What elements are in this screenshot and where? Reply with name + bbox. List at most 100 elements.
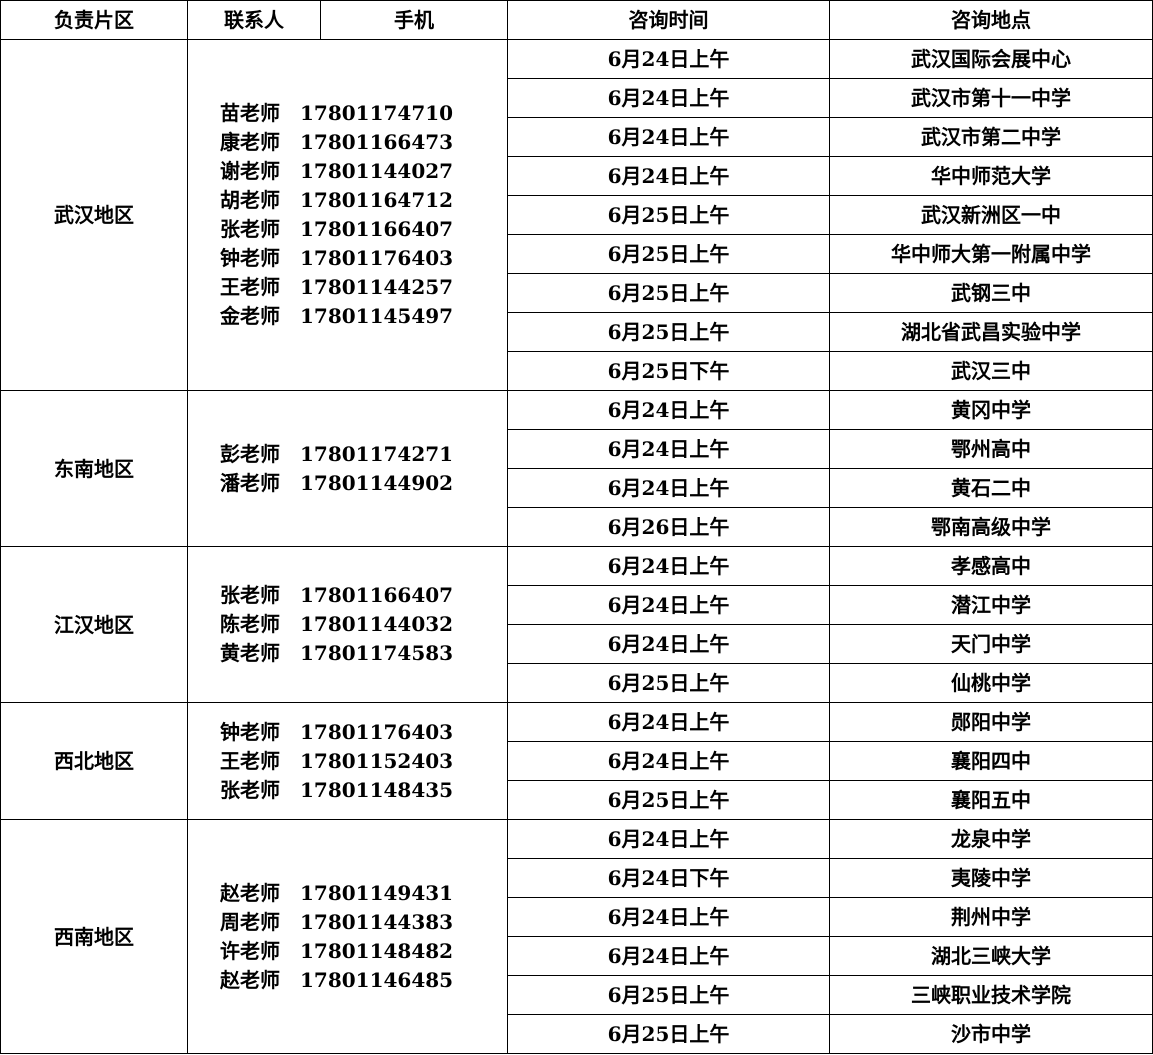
header-row: 负责片区 联系人 手机 咨询时间 咨询地点 — [0, 0, 1153, 40]
table-row: 西南地区 赵老师 17801149431 周老师 17801144383 许老师 17801… — [0, 819, 1153, 1054]
session-place: 夷陵中学 — [829, 858, 1153, 898]
contact-phone: 17801176403 — [300, 719, 454, 744]
table-row: 6月25日上午 武钢三中 — [1, 273, 1153, 313]
contact-name: 王老师 — [220, 275, 280, 299]
session-time: 6月25日上午 — [507, 312, 830, 352]
table-row: 武汉地区 苗老师 17801174710 康老师 17801166473 谢老师 17801… — [0, 39, 1153, 391]
session-time: 6月25日上午 — [507, 663, 830, 703]
table-row: 6月24日上午 天门中学 — [1, 624, 1153, 664]
contact-phone: 17801149431 — [300, 880, 454, 905]
table-body: 武汉地区 苗老师 17801174710 康老师 17801166473 谢老师 17801… — [0, 39, 1153, 1054]
table-row: 6月25日上午 仙桃中学 — [1, 663, 1153, 703]
contact-phone: 17801144032 — [300, 612, 454, 636]
session-place: 三峡职业技术学院 — [829, 975, 1153, 1015]
session-time: 6月26日上午 — [507, 507, 830, 547]
session-time: 6月24日上午 — [507, 117, 830, 157]
session-time: 6月25日下午 — [507, 351, 830, 391]
contact-line: 赵老师 17801149431 — [188, 879, 507, 908]
session-time: 6月24日上午 — [507, 390, 830, 430]
session-time: 6月24日上午 — [507, 819, 830, 859]
table-row: 6月25日上午 湖北省武昌实验中学 — [1, 312, 1153, 352]
session-time: 6月24日上午 — [507, 741, 830, 781]
contact-name: 周老师 — [220, 909, 280, 934]
contact-line: 赵老师 17801146485 — [188, 966, 507, 995]
contact-phone: 17801174271 — [300, 441, 454, 466]
contacts-cell: 钟老师 17801176403 王老师 17801152403 张老师 178011484… — [187, 702, 508, 820]
contact-line: 张老师 17801166407 — [188, 215, 507, 244]
contact-name: 康老师 — [220, 130, 280, 154]
session-place: 襄阳四中 — [829, 741, 1153, 781]
contact-name: 钟老师 — [220, 719, 280, 744]
session-time: 6月24日上午 — [507, 702, 830, 742]
contact-name: 赵老师 — [220, 880, 280, 905]
contact-name: 潘老师 — [220, 470, 280, 495]
table-row: 6月24日上午 鄂州高中 — [1, 429, 1153, 469]
table-row: 西北地区 钟老师 17801176403 王老师 17801152403 张老师 17801… — [0, 702, 1153, 820]
header-contact: 联系人 — [187, 0, 321, 40]
session-place: 武汉国际会展中心 — [829, 39, 1153, 79]
table-row: 6月24日上午 潜江中学 — [1, 585, 1153, 625]
header-phone: 手机 — [320, 0, 508, 40]
contact-phone: 17801166473 — [300, 130, 454, 154]
session-time: 6月25日上午 — [507, 195, 830, 235]
contact-name: 许老师 — [220, 938, 280, 963]
header-time: 咨询时间 — [507, 0, 830, 40]
contact-phone: 17801144027 — [300, 159, 454, 183]
contact-phone: 17801152403 — [300, 748, 454, 773]
contact-line: 周老师 17801144383 — [188, 908, 507, 937]
contact-name: 赵老师 — [220, 967, 280, 992]
region-cell: 西北地区 — [0, 702, 188, 820]
contact-name: 张老师 — [220, 583, 280, 607]
contact-phone: 17801145497 — [300, 304, 454, 328]
session-place: 仙桃中学 — [829, 663, 1153, 703]
session-place: 黄冈中学 — [829, 390, 1153, 430]
contact-line: 苗老师 17801174710 — [188, 99, 507, 128]
contact-phone: 17801148482 — [300, 938, 454, 963]
region-cell: 东南地区 — [0, 390, 188, 547]
region-cell: 武汉地区 — [0, 39, 188, 391]
contacts-cell: 苗老师 17801174710 康老师 17801166473 谢老师 178011440… — [187, 39, 508, 391]
contact-line: 张老师 17801148435 — [188, 776, 507, 805]
session-time: 6月24日上午 — [507, 78, 830, 118]
contact-phone: 17801144383 — [300, 909, 454, 934]
contact-line: 康老师 17801166473 — [188, 128, 507, 157]
header-region: 负责片区 — [0, 0, 188, 40]
contact-name: 金老师 — [220, 304, 280, 328]
contact-name: 苗老师 — [220, 101, 280, 125]
table-row: 6月24日上午 荆州中学 — [1, 897, 1153, 937]
session-place: 武汉三中 — [829, 351, 1153, 391]
table-row: 6月25日上午 华中师大第一附属中学 — [1, 234, 1153, 274]
contact-line: 胡老师 17801164712 — [188, 186, 507, 215]
contact-line: 潘老师 17801144902 — [188, 469, 507, 498]
contacts-cell: 彭老师 17801174271 潘老师 17801144902 — [187, 390, 508, 547]
session-time: 6月25日上午 — [507, 780, 830, 820]
session-time: 6月24日上午 — [507, 585, 830, 625]
contacts-cell: 张老师 17801166407 陈老师 17801144032 黄老师 178011745… — [187, 546, 508, 703]
table-row: 6月25日上午 三峡职业技术学院 — [1, 975, 1153, 1015]
contact-phone: 17801176403 — [300, 246, 454, 270]
session-place: 孝感高中 — [829, 546, 1153, 586]
table-row: 东南地区 彭老师 17801174271 潘老师 17801144902 6月24日上午黄… — [0, 390, 1153, 547]
contact-name: 彭老师 — [220, 441, 280, 466]
session-place: 鄂南高级中学 — [829, 507, 1153, 547]
contact-line: 许老师 17801148482 — [188, 937, 507, 966]
contact-line: 钟老师 17801176403 — [188, 244, 507, 273]
contact-phone: 17801174583 — [300, 641, 454, 665]
contact-line: 钟老师 17801176403 — [188, 718, 507, 747]
session-time: 6月25日上午 — [507, 273, 830, 313]
session-time: 6月25日上午 — [507, 234, 830, 274]
contact-phone: 17801174710 — [300, 101, 454, 125]
session-place: 武汉市第十一中学 — [829, 78, 1153, 118]
contact-name: 谢老师 — [220, 159, 280, 183]
session-place: 龙泉中学 — [829, 819, 1153, 859]
contact-name: 胡老师 — [220, 188, 280, 212]
contact-phone: 17801166407 — [300, 583, 454, 607]
contact-phone: 17801144902 — [300, 470, 454, 495]
contact-line: 王老师 17801152403 — [188, 747, 507, 776]
session-place: 襄阳五中 — [829, 780, 1153, 820]
session-place: 潜江中学 — [829, 585, 1153, 625]
session-time: 6月25日上午 — [507, 1014, 830, 1054]
session-place: 华中师范大学 — [829, 156, 1153, 196]
session-place: 华中师大第一附属中学 — [829, 234, 1153, 274]
contacts-cell: 赵老师 17801149431 周老师 17801144383 许老师 178011484… — [187, 819, 508, 1054]
